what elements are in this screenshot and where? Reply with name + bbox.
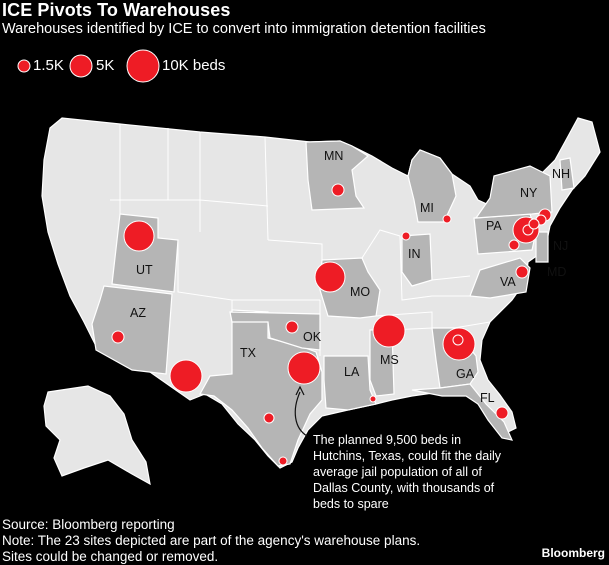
state-borders	[110, 124, 491, 356]
site-florida	[495, 406, 509, 420]
label-ut: UT	[136, 263, 153, 277]
state-az	[91, 285, 173, 375]
site-minnesota	[331, 183, 345, 197]
legend-label-1-5k: 1.5K	[33, 57, 64, 74]
label-mo: MO	[350, 285, 370, 299]
label-md: MD	[547, 265, 566, 279]
legend-circle-1-5k	[17, 59, 31, 73]
site-michigan	[442, 214, 452, 224]
annotation-arrowhead	[295, 385, 305, 396]
footnote-line-1: Note: The 23 sites depicted are part of …	[2, 533, 421, 548]
hutchins-annotation: The planned 9,500 beds in Hutchins, Texa…	[313, 433, 502, 511]
state-labels: MN MI NY NH PA NJ MD VA UT IN MO AZ OK T…	[130, 149, 570, 405]
site-pa-inner	[522, 224, 534, 236]
site-texas-west	[263, 412, 275, 424]
state-ny	[474, 165, 553, 219]
legend: 1.5K 5K 10K beds	[0, 44, 300, 90]
site-oklahoma	[285, 320, 299, 334]
site-nj-3	[528, 218, 540, 230]
legend-circle-10k	[126, 49, 160, 83]
legend-label-5k: 5K	[96, 57, 115, 74]
label-nj: NJ	[553, 239, 568, 253]
legend-circle-5k	[69, 54, 93, 78]
legend-label-10k: 10K beds	[162, 57, 226, 74]
state-nj	[535, 231, 549, 263]
sites	[111, 183, 552, 466]
label-ms: MS	[380, 353, 399, 367]
site-mississippi	[372, 314, 406, 348]
label-ok: OK	[303, 330, 322, 344]
footnote-line-2: Sites could be changed or removed.	[2, 549, 219, 564]
site-arizona	[111, 330, 125, 344]
label-mi: MI	[420, 201, 434, 215]
label-az: AZ	[130, 306, 146, 320]
site-georgia	[442, 327, 476, 361]
state-mi	[407, 149, 457, 223]
label-va: VA	[500, 275, 516, 289]
label-ga: GA	[456, 367, 475, 381]
site-hutchins-texas	[287, 351, 321, 385]
label-tx: TX	[240, 346, 257, 360]
label-in: IN	[408, 247, 421, 261]
site-virginia	[515, 265, 529, 279]
chart-subtitle: Warehouses identified by ICE to convert …	[2, 21, 486, 37]
label-pa: PA	[486, 219, 502, 233]
state-in	[401, 233, 433, 287]
site-texas-south	[278, 456, 288, 466]
site-kansas-city	[314, 261, 346, 293]
label-fl: FL	[480, 391, 495, 405]
site-louisiana	[369, 395, 377, 403]
annotation-arrow	[294, 391, 308, 437]
label-mn: MN	[324, 149, 343, 163]
site-utah	[123, 220, 155, 252]
alaska	[43, 385, 151, 486]
site-chicago	[401, 231, 411, 241]
state-mn	[305, 140, 370, 211]
source-note: Source: Bloomberg reporting	[2, 517, 175, 532]
label-ny: NY	[520, 186, 538, 200]
site-el-paso	[169, 359, 203, 393]
site-maryland	[508, 239, 520, 251]
chart-title: ICE Pivots To Warehouses	[2, 0, 231, 20]
label-nh: NH	[552, 167, 570, 181]
state-fl	[411, 383, 514, 441]
state-la	[323, 355, 377, 411]
label-la: LA	[344, 365, 360, 379]
state-nh	[559, 157, 575, 191]
bloomberg-logo: Bloomberg	[541, 546, 605, 560]
site-ga-inner	[452, 334, 464, 346]
